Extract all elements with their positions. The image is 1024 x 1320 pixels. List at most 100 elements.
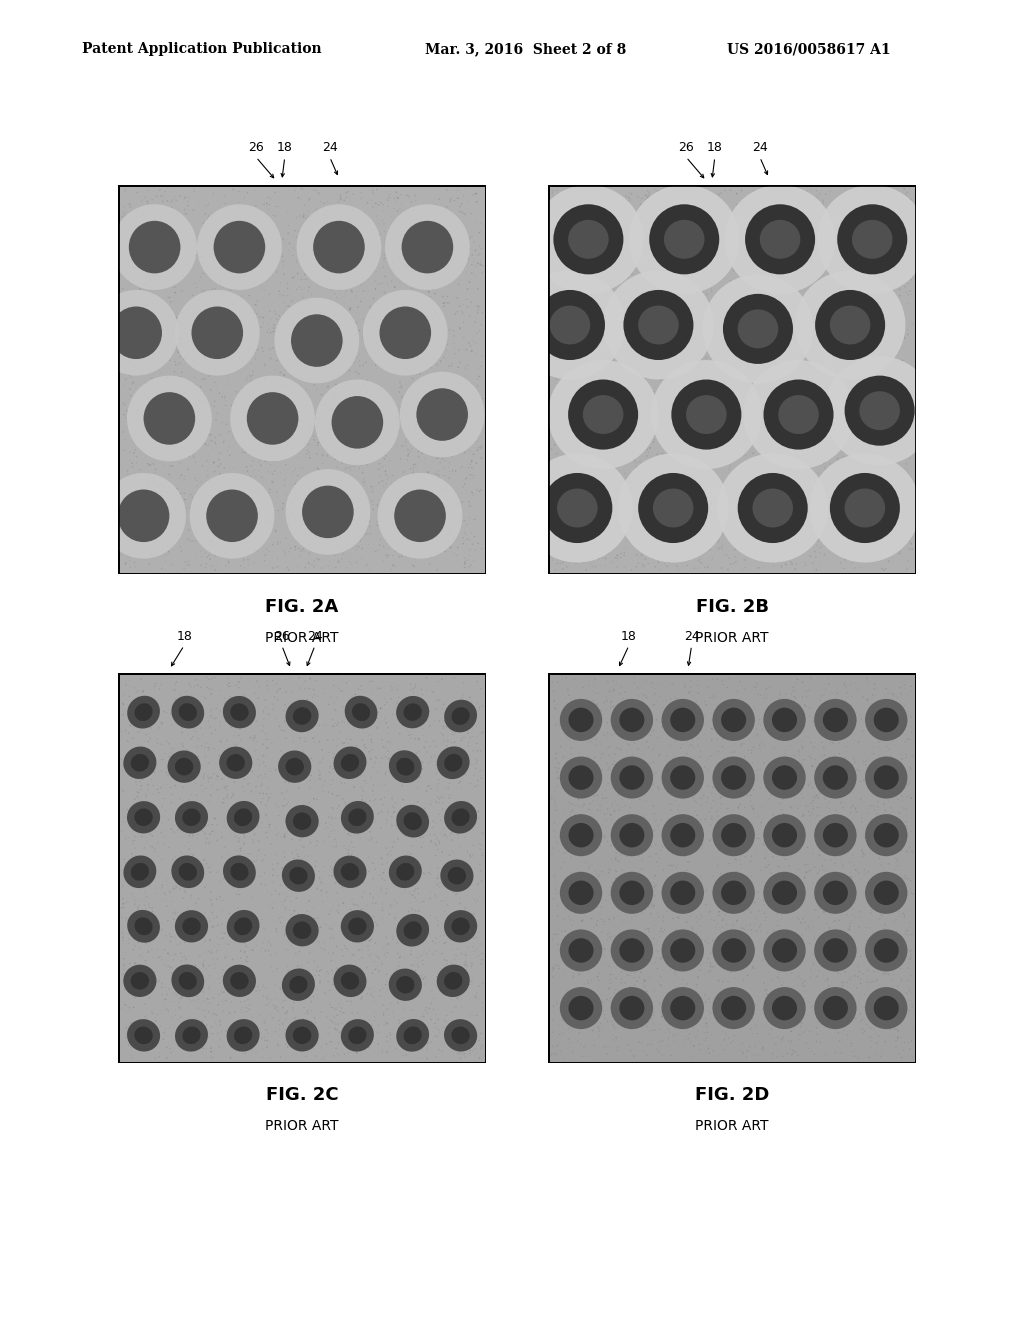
Point [900, 260, 916, 281]
Ellipse shape [127, 801, 160, 833]
Point [311, 715, 328, 737]
Point [273, 751, 290, 772]
Point [879, 754, 895, 775]
Point [243, 319, 259, 341]
Point [678, 912, 694, 933]
Point [670, 907, 686, 928]
Point [794, 314, 810, 335]
Point [239, 339, 255, 360]
Point [398, 202, 415, 223]
Point [723, 380, 739, 401]
Point [329, 735, 345, 756]
Point [434, 321, 451, 342]
Point [550, 875, 566, 896]
Point [127, 953, 143, 974]
Point [329, 714, 345, 735]
Point [237, 216, 253, 238]
Point [755, 360, 771, 381]
Point [474, 834, 490, 855]
Point [413, 422, 429, 444]
Point [766, 809, 782, 830]
Point [356, 474, 373, 495]
Point [682, 1048, 698, 1069]
Point [139, 508, 156, 529]
Point [431, 1039, 447, 1060]
Point [738, 1011, 755, 1032]
Point [732, 499, 749, 520]
Point [201, 407, 217, 428]
Point [593, 271, 609, 292]
Point [776, 190, 793, 211]
Point [818, 1006, 835, 1027]
Point [682, 818, 698, 840]
Point [446, 507, 463, 528]
Point [738, 380, 755, 401]
Point [889, 688, 905, 709]
Point [161, 387, 177, 408]
Point [550, 768, 566, 789]
Point [762, 507, 778, 528]
Point [200, 739, 216, 760]
Point [171, 998, 187, 1019]
Point [567, 553, 584, 574]
Point [370, 411, 386, 432]
Point [670, 854, 686, 875]
Point [592, 1024, 608, 1045]
Point [291, 870, 307, 891]
Point [703, 1024, 720, 1045]
Point [855, 248, 871, 269]
Point [816, 902, 833, 923]
Point [815, 367, 831, 388]
Point [241, 999, 257, 1020]
Point [390, 857, 407, 878]
Point [791, 874, 807, 895]
Point [118, 553, 134, 574]
Point [126, 442, 142, 463]
Point [581, 973, 597, 994]
Point [147, 1031, 164, 1052]
Point [712, 1001, 728, 1022]
Point [688, 470, 705, 491]
Point [417, 385, 433, 407]
Point [605, 383, 622, 404]
Point [360, 498, 377, 519]
Point [427, 282, 443, 304]
Point [698, 879, 715, 900]
Point [474, 1035, 490, 1056]
Point [143, 540, 160, 561]
Point [257, 396, 273, 417]
Point [549, 525, 565, 546]
Point [124, 478, 140, 499]
Point [306, 743, 323, 764]
Point [708, 499, 724, 520]
Point [200, 420, 216, 441]
Point [828, 356, 845, 378]
Point [128, 318, 144, 339]
Point [258, 822, 274, 843]
Point [287, 1030, 303, 1051]
Point [575, 180, 592, 201]
Point [694, 788, 711, 809]
Point [429, 354, 445, 375]
Point [138, 224, 155, 246]
Point [822, 767, 839, 788]
Point [410, 777, 426, 799]
Point [445, 1030, 462, 1051]
Point [721, 384, 737, 405]
Point [628, 906, 644, 927]
Point [324, 866, 340, 887]
Point [265, 506, 282, 527]
Point [751, 1031, 767, 1052]
Point [408, 675, 424, 696]
Point [679, 342, 695, 363]
Point [446, 190, 463, 211]
Point [693, 906, 710, 927]
Point [340, 519, 356, 540]
Point [187, 467, 204, 488]
Point [454, 777, 470, 799]
Point [674, 825, 690, 846]
Point [643, 366, 659, 387]
Ellipse shape [823, 939, 848, 962]
Point [296, 825, 312, 846]
Point [645, 719, 662, 741]
